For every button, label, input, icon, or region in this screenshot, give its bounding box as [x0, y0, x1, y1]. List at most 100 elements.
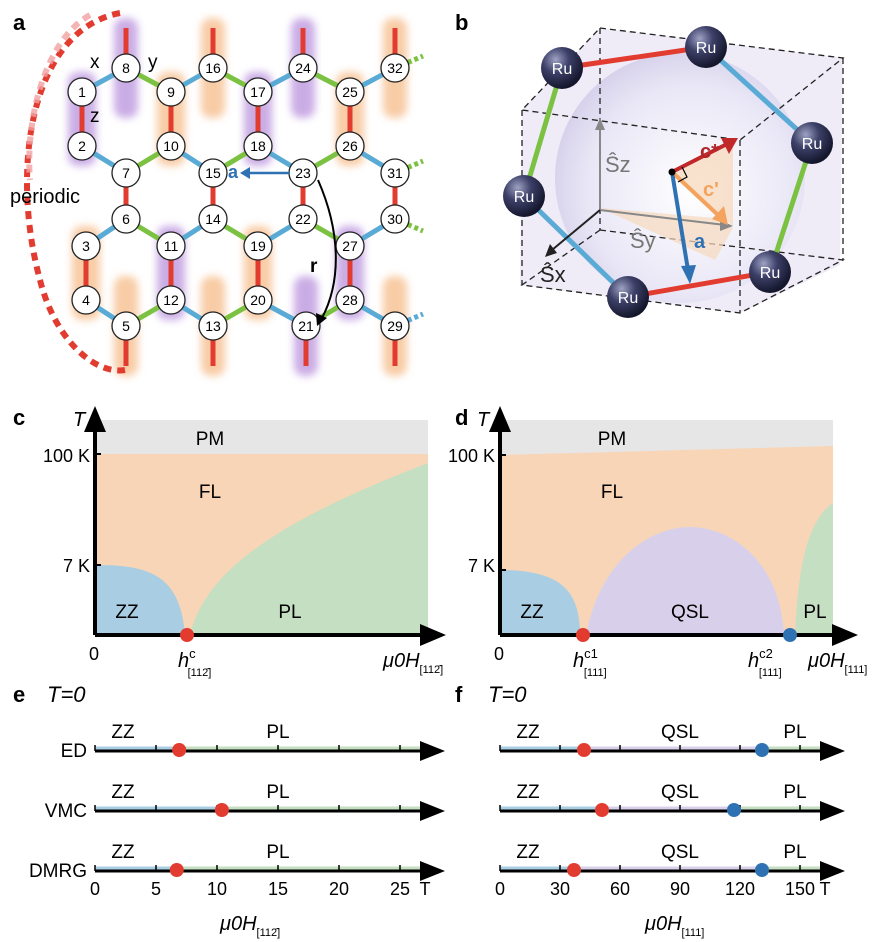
critical-point-red: [567, 863, 581, 877]
site-15: 15: [198, 158, 228, 188]
site-6: 6: [111, 204, 141, 234]
critical-point-red: [214, 803, 229, 817]
f-unit-label: T: [820, 879, 831, 899]
panel-label-f: f: [455, 682, 463, 707]
x-axis-label-e: μ0H[112̄]: [219, 913, 280, 939]
site-label-28: 28: [342, 292, 358, 308]
ru-label: Ru: [760, 265, 780, 282]
site-label-3: 3: [82, 238, 90, 254]
panel-c-phase-diagram: c T 100 K 7 K 0 PM FL ZZ PL hc [112̄] μ0H…: [13, 405, 446, 679]
site-17: 17: [243, 77, 273, 107]
f-tick-label-0: 0: [495, 879, 505, 899]
crystal-vectors: [668, 138, 738, 284]
e-row-1: ED ZZ PL: [61, 722, 445, 762]
region-pm-c: [95, 420, 428, 454]
panel-a-honeycomb: a 12345678910111213141516171819202122232…: [10, 10, 424, 376]
label-pl: PL: [783, 722, 806, 743]
site-27: 27: [335, 231, 365, 261]
label-pm-c: PM: [196, 429, 225, 450]
ru-label: Ru: [514, 189, 534, 206]
label-pl: PL: [266, 782, 289, 803]
site-30: 30: [380, 204, 410, 234]
f-row-2: ZZ QSL PL: [499, 782, 845, 821]
spin-axes: [545, 118, 733, 257]
site-5: 5: [111, 311, 141, 341]
site-32: 32: [380, 53, 410, 83]
site-8: 8: [111, 53, 141, 83]
region-pl-c: [190, 463, 428, 635]
label-qsl: QSL: [661, 782, 699, 803]
number-line-arrow: [820, 861, 845, 881]
critical-point-1-d: [576, 628, 590, 642]
e-tick-label-25: 25: [390, 879, 410, 899]
panel-label-e: e: [13, 682, 25, 707]
site-23: 23: [288, 158, 318, 188]
x-axis-label-f: μ0H[111]: [644, 913, 704, 939]
label-fl-c: FL: [199, 482, 221, 503]
ru-atom-5: Ru: [607, 276, 649, 318]
label-zz-d: ZZ: [520, 602, 544, 623]
label-zz-c: ZZ: [115, 602, 139, 623]
site-label-24: 24: [295, 60, 311, 76]
site-label-13: 13: [205, 318, 221, 334]
label-zz: ZZ: [516, 722, 540, 743]
label-zz: ZZ: [111, 722, 135, 743]
e-row-3: DMRG ZZ PL: [29, 842, 445, 882]
site-label-29: 29: [387, 318, 403, 334]
e-tick-label-20: 20: [329, 879, 349, 899]
periodic-boundary-left: [24, 10, 126, 374]
e-tick-label-5: 5: [151, 879, 161, 899]
site-24: 24: [288, 53, 318, 83]
x-axis-label-d: μ0H[111]: [807, 650, 867, 676]
hc1-label-d: hc1 [111]: [573, 646, 607, 679]
site-label-30: 30: [387, 211, 403, 227]
panel-d-phase-diagram: d T 100 K 7 K 0 PM FL ZZ QSL PL hc1 [111]…: [448, 405, 867, 679]
bond-stub-9: [394, 158, 424, 176]
panel-label-c: c: [13, 405, 25, 430]
f-tick-label-150: 150: [785, 879, 815, 899]
bond-stub-11: [394, 311, 424, 329]
ru-ring-bonds: [521, 44, 815, 300]
bond-label-y: y: [148, 52, 158, 73]
ru-label: Ru: [802, 136, 822, 153]
ru-atom-3: Ru: [791, 122, 833, 164]
site-2: 2: [67, 131, 97, 161]
site-label-4: 4: [82, 292, 90, 308]
label-pl-d: PL: [803, 602, 826, 623]
vector-cprime-label: c': [703, 179, 719, 201]
ru-atom-4: Ru: [749, 251, 791, 293]
ru-atom-2: Ru: [685, 26, 727, 68]
title-e: T=0: [47, 682, 86, 707]
site-label-18: 18: [250, 138, 266, 154]
f-tick-label-60: 60: [610, 879, 630, 899]
critical-point-c: [180, 628, 194, 642]
plane-shade-c: [672, 142, 733, 226]
site-28: 28: [335, 285, 365, 315]
x-tick-0-c: 0: [89, 644, 99, 664]
site-16: 16: [198, 53, 228, 83]
label-qsl-d: QSL: [671, 602, 709, 623]
site-label-8: 8: [122, 60, 130, 76]
e-row-2: VMC ZZ PL: [45, 782, 445, 822]
region-zz-d: [500, 570, 580, 635]
site-3: 3: [71, 231, 101, 261]
panel-label-a: a: [13, 10, 26, 35]
e-tick-label-15: 15: [268, 879, 288, 899]
site-20: 20: [243, 285, 273, 315]
y-axis-arrow-c: [84, 406, 106, 432]
label-pl: PL: [783, 782, 806, 803]
label-pl: PL: [266, 842, 289, 863]
critical-point-red: [577, 743, 591, 757]
region-qsl-d: [586, 527, 784, 635]
hc2-label-d: hc2 [111]: [748, 646, 782, 679]
region-pl-d: [795, 503, 833, 635]
site-label-22: 22: [295, 211, 311, 227]
ru-label: Ru: [552, 61, 572, 78]
y-label-d: T: [477, 409, 491, 431]
site-label-16: 16: [205, 60, 221, 76]
bond-label-z: z: [90, 106, 100, 127]
panel-b-ru-octahedron: b Ŝz Ŝy Ŝx: [455, 10, 846, 318]
title-f: T=0: [488, 682, 527, 707]
site-18: 18: [243, 131, 273, 161]
